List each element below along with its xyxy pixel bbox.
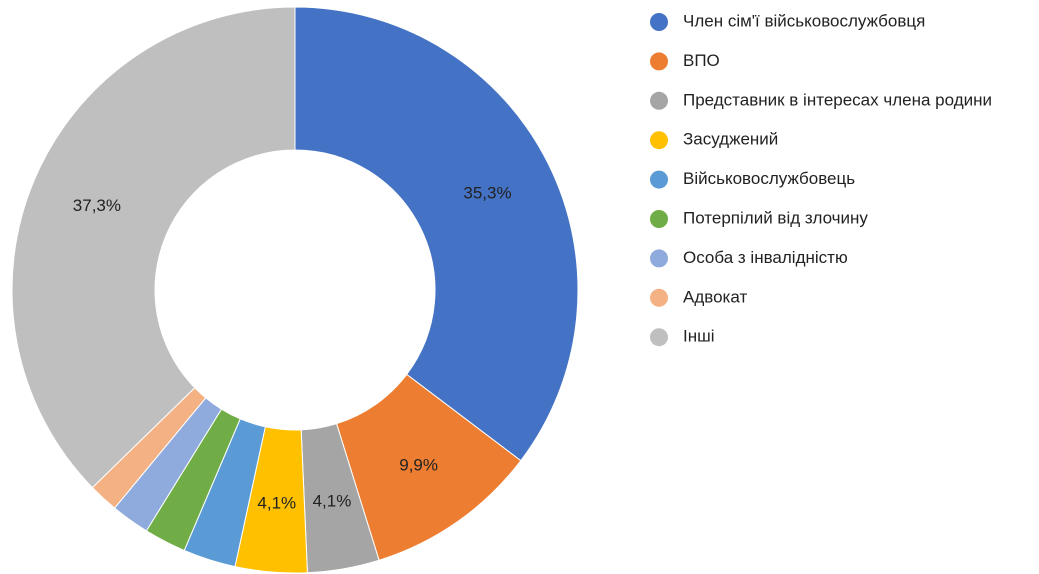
data-label: 35,3% [463,184,511,203]
legend-swatch [650,91,668,110]
legend-label: Засуджений [683,130,778,149]
legend-label: Військовослужбовець [683,169,855,188]
legend-swatch [650,249,668,268]
legend-swatch [650,210,668,228]
legend-label: ВПО [683,51,720,70]
data-label: 4,1% [257,494,296,513]
slice [294,6,579,462]
legend-label: Особа з інвалідністю [683,248,848,267]
legend-swatch [650,52,668,71]
legend-swatch [650,288,668,307]
data-label: 37,3% [73,196,121,215]
slice [11,6,296,489]
legend-label: Представник в інтересах члена родини [683,90,992,109]
legend-swatch [650,131,668,150]
legend-swatch [650,170,668,189]
data-label: 9,9% [399,455,438,474]
legend-label: Член сім'ї військовослужбовця [683,11,925,30]
legend-swatch [650,13,668,31]
legend-label: Інші [683,327,715,346]
legend-label: Потерпілий від злочину [683,208,868,227]
legend-swatch [650,328,668,347]
legend-label: Адвокат [683,287,747,306]
data-label: 4,1% [313,491,352,510]
